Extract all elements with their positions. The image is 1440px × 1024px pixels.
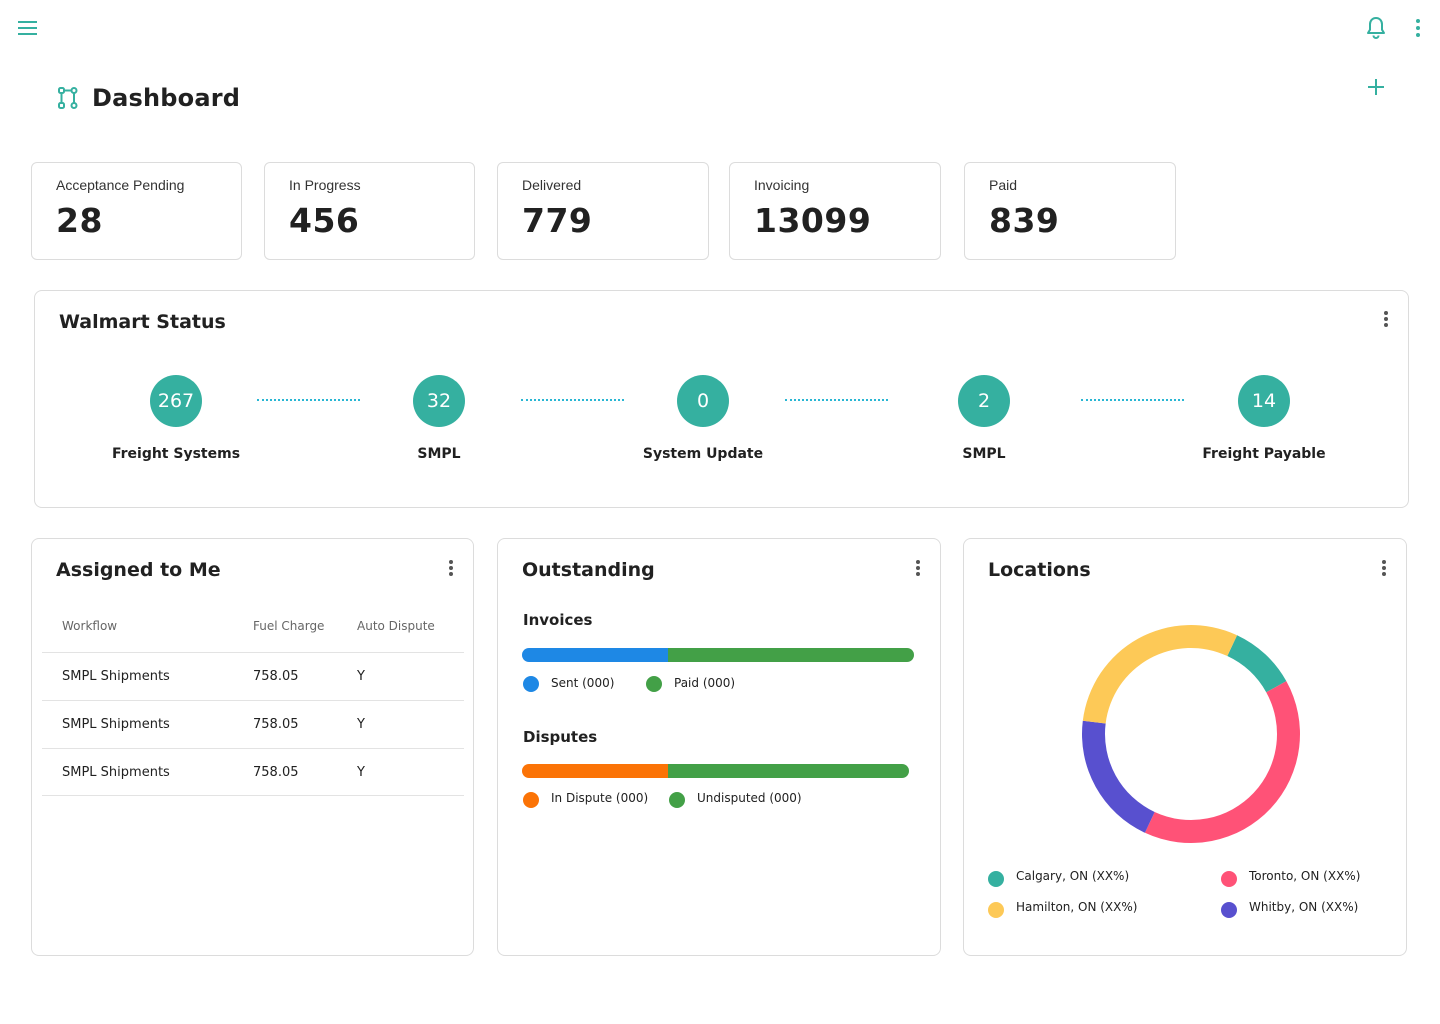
hamburger-menu-icon[interactable]	[18, 18, 38, 38]
workflow-cell: SMPL Shipments	[62, 765, 170, 780]
workflow-nodes-icon	[56, 86, 80, 110]
step-label: SMPL	[417, 446, 461, 462]
panel-title: Walmart Status	[59, 311, 226, 333]
step-connector	[521, 399, 624, 401]
top-app-bar	[0, 0, 1440, 56]
stat-card-acceptance-pending[interactable]: Acceptance Pending 28	[31, 162, 242, 260]
fuel-charge-cell: 758.05	[253, 669, 299, 684]
panel-title: Outstanding	[522, 559, 655, 581]
table-row[interactable]: SMPL Shipments 758.05 Y	[42, 700, 464, 748]
invoices-title: Invoices	[523, 611, 593, 629]
legend-dot-hamilton	[988, 902, 1004, 918]
donut-slice-hamilton[interactable]	[1082, 625, 1238, 724]
workflow-cell: SMPL Shipments	[62, 669, 170, 684]
step-label: Freight Payable	[1202, 446, 1326, 462]
workflow-cell: SMPL Shipments	[62, 717, 170, 732]
step-connector	[785, 399, 888, 401]
stat-label: In Progress	[289, 177, 361, 193]
page-title: Dashboard	[92, 84, 241, 112]
stat-card-paid[interactable]: Paid 839	[964, 162, 1176, 260]
outstanding-panel: Outstanding Invoices Sent (000) Paid (00…	[497, 538, 941, 956]
stat-value: 839	[989, 201, 1060, 240]
disputes-title: Disputes	[523, 728, 598, 746]
fuel-charge-cell: 758.05	[253, 717, 299, 732]
legend-label-paid: Paid (000)	[674, 676, 736, 690]
step-count[interactable]: 14	[1238, 375, 1290, 427]
donut-slice-calgary[interactable]	[1227, 635, 1287, 693]
locations-panel: Locations Calgary, ON (XX%) Toronto, ON …	[963, 538, 1407, 956]
auto-dispute-cell: Y	[357, 765, 365, 780]
donut-slice-toronto[interactable]	[1144, 681, 1300, 843]
legend-dot-in-dispute	[523, 792, 539, 808]
fuel-charge-cell: 758.05	[253, 765, 299, 780]
legend-dot-toronto	[1221, 871, 1237, 887]
legend-label-whitby: Whitby, ON (XX%)	[1249, 900, 1359, 914]
disputes-undisputed-segment	[667, 764, 909, 778]
donut-slice-whitby[interactable]	[1082, 720, 1155, 833]
stat-value: 13099	[754, 201, 872, 240]
column-header-fuel-charge[interactable]: Fuel Charge	[253, 619, 325, 633]
legend-label-hamilton: Hamilton, ON (XX%)	[1016, 900, 1138, 914]
legend-dot-sent	[523, 676, 539, 692]
step-label: SMPL	[962, 446, 1006, 462]
plus-icon[interactable]	[1364, 75, 1388, 99]
table-row[interactable]: SMPL Shipments 758.05 Y	[42, 652, 464, 700]
step-label: System Update	[642, 446, 764, 462]
invoices-bar[interactable]	[522, 648, 914, 662]
legend-label-toronto: Toronto, ON (XX%)	[1249, 869, 1361, 883]
disputes-bar[interactable]	[522, 764, 909, 778]
step-count[interactable]: 2	[958, 375, 1010, 427]
step-count[interactable]: 32	[413, 375, 465, 427]
kebab-vertical-icon[interactable]	[1410, 16, 1426, 40]
invoices-paid-segment	[668, 648, 914, 662]
legend-label-undisputed: Undisputed (000)	[697, 791, 802, 805]
stat-card-in-progress[interactable]: In Progress 456	[264, 162, 475, 260]
page-header: Dashboard	[56, 80, 240, 116]
assigned-to-me-panel: Assigned to Me Workflow Fuel Charge Auto…	[31, 538, 474, 956]
stat-label: Invoicing	[754, 177, 810, 193]
disputes-in-dispute-segment	[522, 764, 668, 778]
step-label: Freight Systems	[111, 446, 241, 462]
column-header-workflow[interactable]: Workflow	[62, 619, 118, 633]
step-connector	[1081, 399, 1184, 401]
auto-dispute-cell: Y	[357, 717, 365, 732]
walmart-status-panel: Walmart Status 267 Freight Systems 32 SM…	[34, 290, 1409, 508]
stat-label: Paid	[989, 177, 1018, 193]
stat-label: Acceptance Pending	[56, 177, 185, 193]
stat-card-invoicing[interactable]: Invoicing 13099	[729, 162, 941, 260]
legend-dot-calgary	[988, 871, 1004, 887]
invoices-sent-segment	[522, 648, 669, 662]
table-row[interactable]: SMPL Shipments 758.05 Y	[42, 748, 464, 796]
kebab-vertical-icon[interactable]	[1381, 309, 1391, 329]
auto-dispute-cell: Y	[357, 669, 365, 684]
legend-dot-undisputed	[669, 792, 685, 808]
stat-value: 28	[56, 201, 103, 240]
step-connector	[257, 399, 360, 401]
panel-title: Locations	[988, 559, 1091, 581]
locations-donut-chart	[1082, 625, 1300, 843]
panel-title: Assigned to Me	[56, 559, 221, 581]
legend-label-calgary: Calgary, ON (XX%)	[1016, 869, 1130, 883]
legend-label-in-dispute: In Dispute (000)	[551, 791, 649, 805]
stat-card-delivered[interactable]: Delivered 779	[497, 162, 709, 260]
stat-value: 456	[289, 201, 360, 240]
step-count[interactable]: 267	[150, 375, 202, 427]
column-header-auto-dispute[interactable]: Auto Dispute	[357, 619, 435, 633]
step-count[interactable]: 0	[677, 375, 729, 427]
stat-label: Delivered	[522, 177, 582, 193]
kebab-vertical-icon[interactable]	[913, 558, 923, 578]
legend-label-sent: Sent (000)	[551, 676, 615, 690]
legend-dot-whitby	[1221, 902, 1237, 918]
bell-icon[interactable]	[1365, 16, 1387, 40]
stat-value: 779	[522, 201, 593, 240]
kebab-vertical-icon[interactable]	[1379, 558, 1389, 578]
legend-dot-paid	[646, 676, 662, 692]
kebab-vertical-icon[interactable]	[446, 558, 456, 578]
